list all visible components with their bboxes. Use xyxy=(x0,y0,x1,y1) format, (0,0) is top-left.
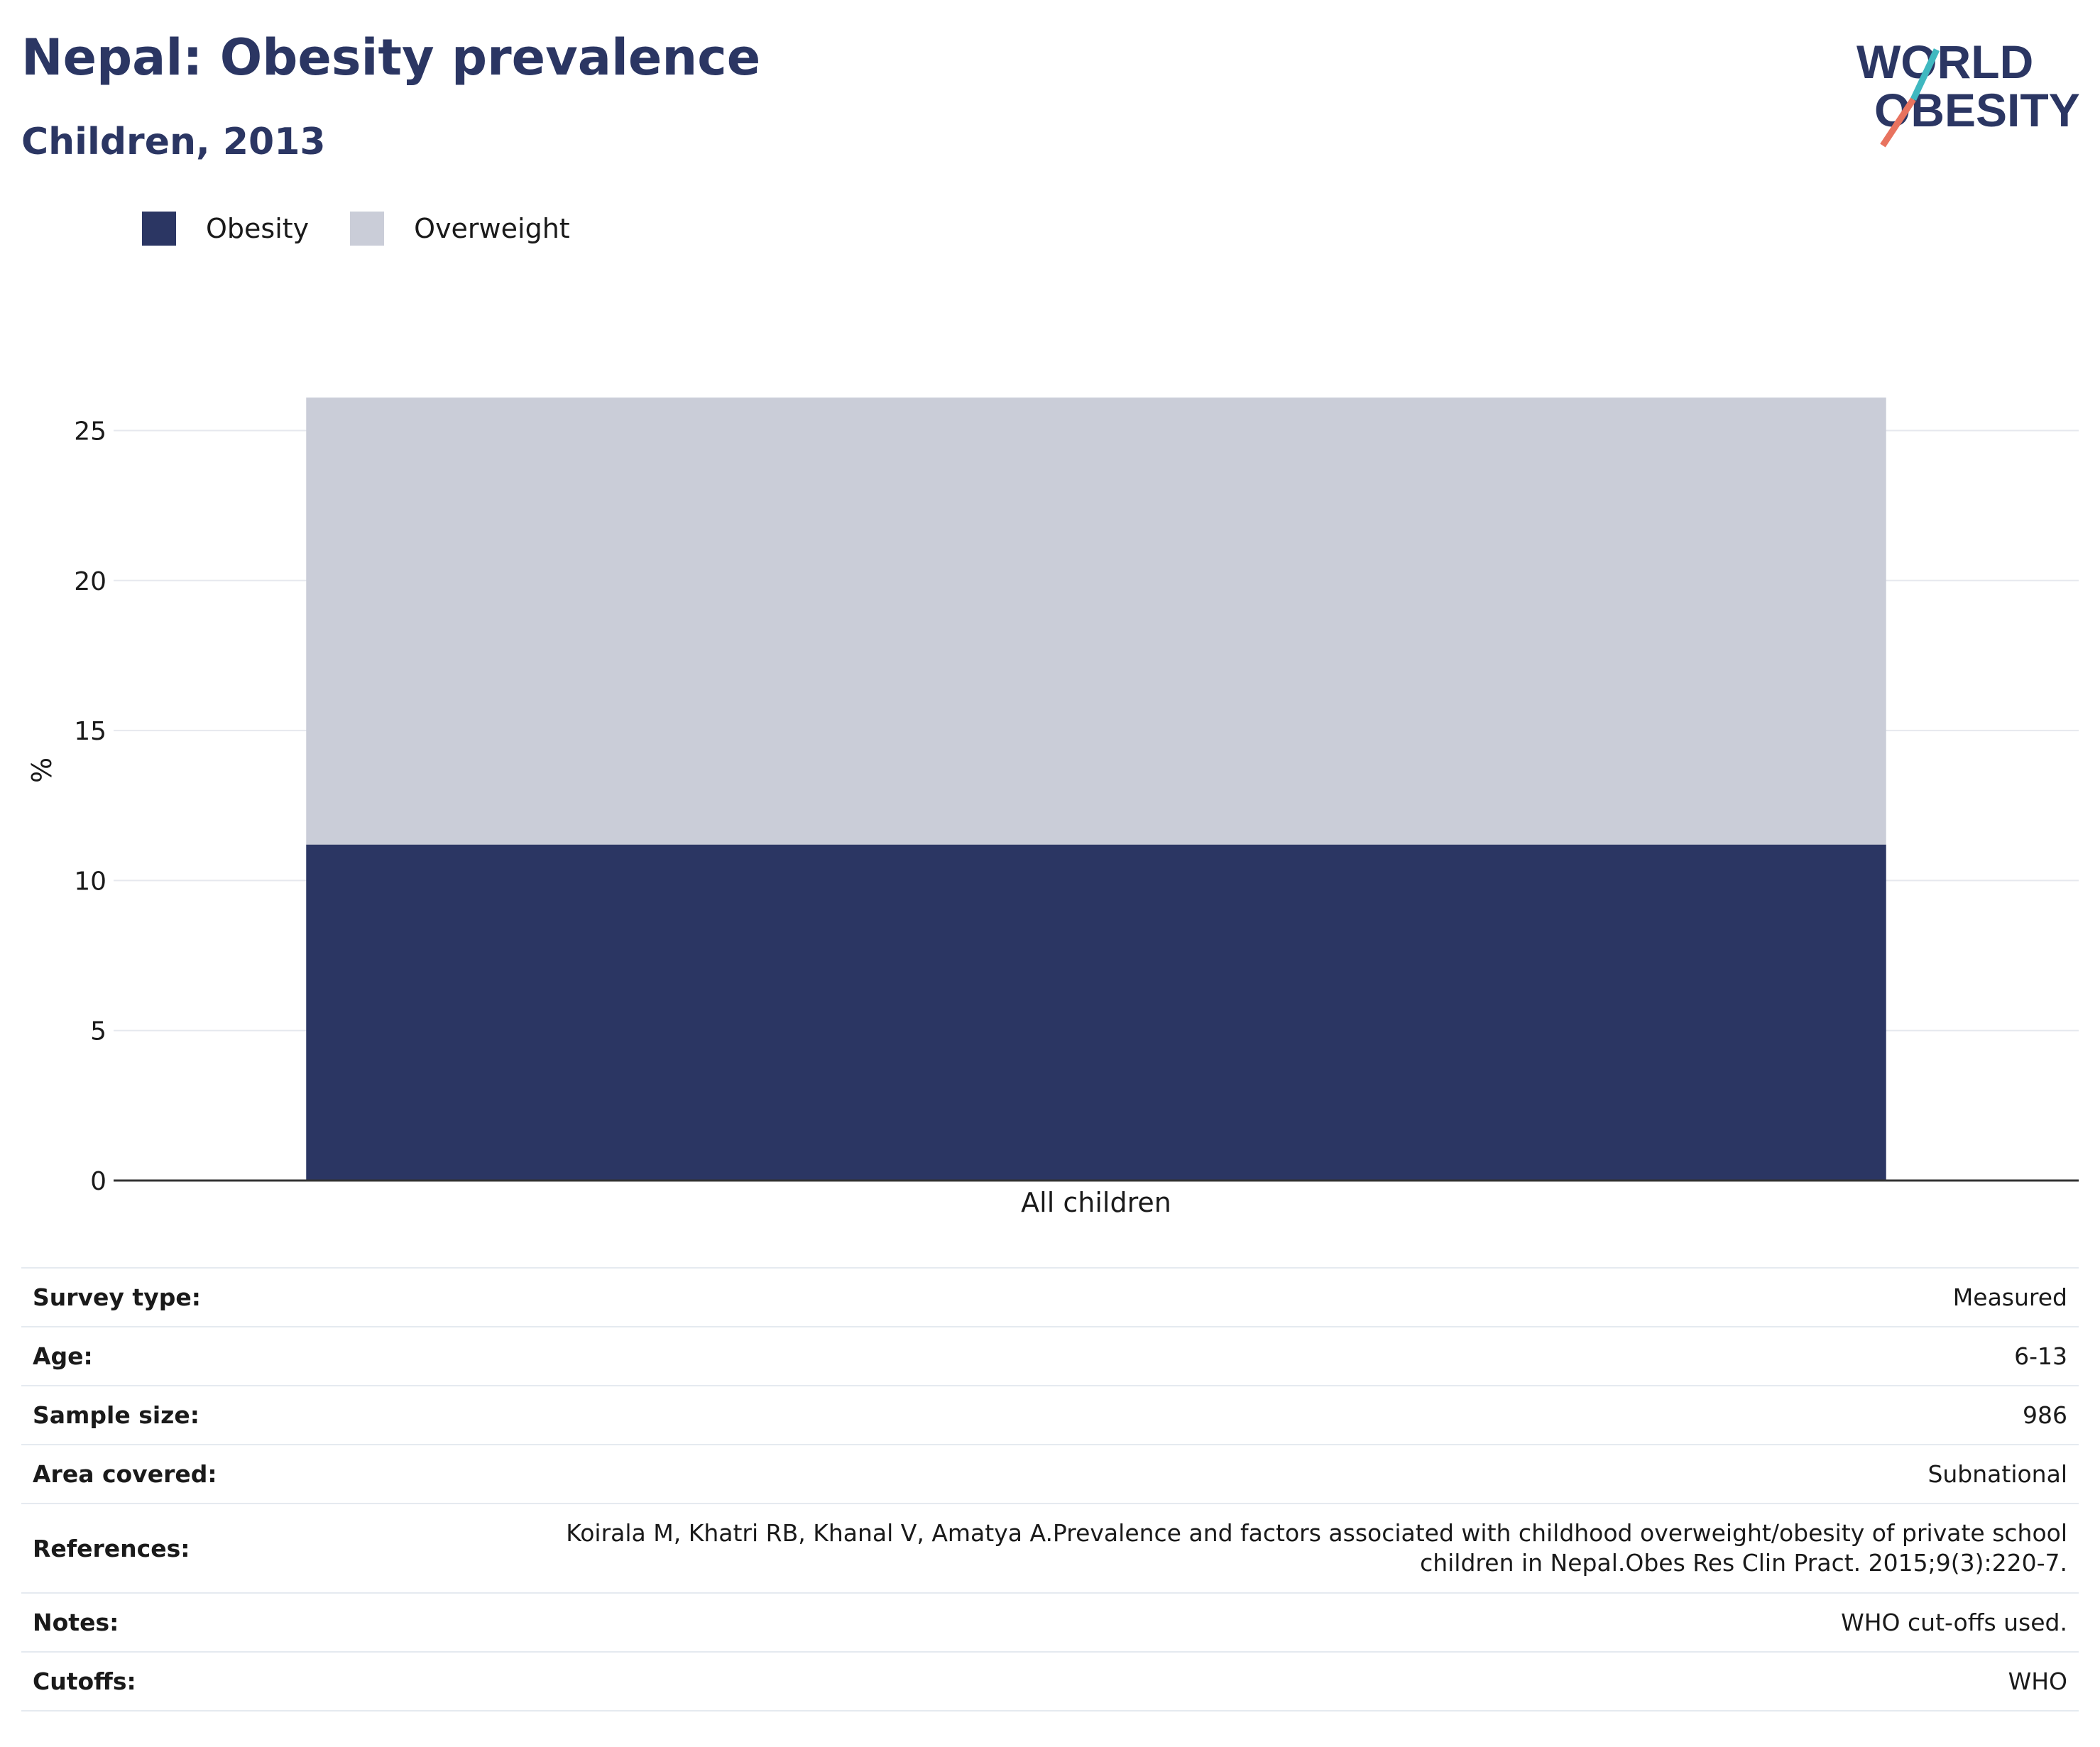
details-label: Area covered: xyxy=(21,1444,470,1504)
legend-swatch-overweight xyxy=(350,212,385,246)
details-row: Area covered: Subnational xyxy=(21,1444,2079,1504)
details-value-line: children in Nepal.Obes Res Clin Pract. 2… xyxy=(1420,1549,2067,1577)
y-tick-label: 20 xyxy=(74,567,106,596)
chart-legend: Obesity Overweight xyxy=(142,210,611,247)
details-value: 6-13 xyxy=(470,1326,2079,1386)
x-axis-categories: All children xyxy=(1021,1187,1171,1218)
bars xyxy=(306,398,1886,1181)
details-row: Sample size: 986 xyxy=(21,1385,2079,1445)
details-value-line: 986 xyxy=(2023,1401,2067,1429)
bar-overweight-0[interactable] xyxy=(306,398,1886,845)
legend-label-overweight: Overweight xyxy=(414,213,570,244)
details-value: Measured xyxy=(470,1267,2079,1327)
legend-item-obesity[interactable]: Obesity xyxy=(142,212,309,246)
details-row: Age: 6-13 xyxy=(21,1326,2079,1386)
details-value-line: Measured xyxy=(1952,1283,2067,1311)
y-tick-label: 0 xyxy=(90,1167,106,1196)
details-value: WHO cut-offs used. xyxy=(470,1592,2079,1652)
details-value: Subnational xyxy=(470,1444,2079,1504)
details-value: WHO xyxy=(470,1651,2079,1712)
details-label: Notes: xyxy=(21,1592,470,1652)
details-value: 986 xyxy=(470,1385,2079,1445)
legend-item-overweight[interactable]: Overweight xyxy=(350,212,570,246)
details-row: Cutoffs: WHO xyxy=(21,1651,2079,1712)
y-tick-label: 10 xyxy=(74,867,106,896)
bar-obesity-0[interactable] xyxy=(306,844,1886,1181)
details-label: Sample size: xyxy=(21,1385,470,1445)
y-tick-label: 5 xyxy=(90,1017,106,1046)
x-category-label: All children xyxy=(1021,1187,1171,1218)
y-tick-label: 25 xyxy=(74,417,106,446)
details-label: Cutoffs: xyxy=(21,1651,470,1712)
details-value-line: WHO xyxy=(2008,1667,2067,1695)
details-row: Notes: WHO cut-offs used. xyxy=(21,1592,2079,1652)
y-axis-label: % xyxy=(26,757,58,783)
logo-word-world: WORLD xyxy=(1856,35,2033,88)
legend-swatch-obesity xyxy=(142,212,176,246)
details-row: Survey type: Measured xyxy=(21,1267,2079,1327)
details-value-line: Subnational xyxy=(1927,1460,2067,1488)
details-label: Age: xyxy=(21,1326,470,1386)
logo-slash-teal xyxy=(1910,48,1940,101)
logo-slash-coral xyxy=(1880,97,1916,148)
world-obesity-logo: WORLD OBESITY xyxy=(1856,35,2080,148)
details-row: References: Koirala M, Khatri RB, Khanal … xyxy=(21,1503,2079,1593)
chart-title: Nepal: Obesity prevalence xyxy=(21,28,761,87)
survey-details-table: Survey type: Measured Age: 6-13 Sample size:… xyxy=(21,1267,2079,1712)
details-value: Koirala M, Khatri RB, Khanal V, Amatya A… xyxy=(470,1503,2079,1593)
bar-chart: 0 5 10 15 20 25 % All children xyxy=(26,398,2079,1218)
legend-label-obesity: Obesity xyxy=(206,213,310,244)
y-tick-label: 15 xyxy=(74,717,106,746)
details-value-line: Koirala M, Khatri RB, Khanal V, Amatya A… xyxy=(566,1519,2067,1547)
details-value-line: 6-13 xyxy=(2014,1342,2067,1370)
details-label: References: xyxy=(21,1503,470,1593)
details-value-line: WHO cut-offs used. xyxy=(1841,1608,2067,1636)
chart-subtitle: Children, 2013 xyxy=(21,121,326,163)
details-label: Survey type: xyxy=(21,1267,470,1327)
